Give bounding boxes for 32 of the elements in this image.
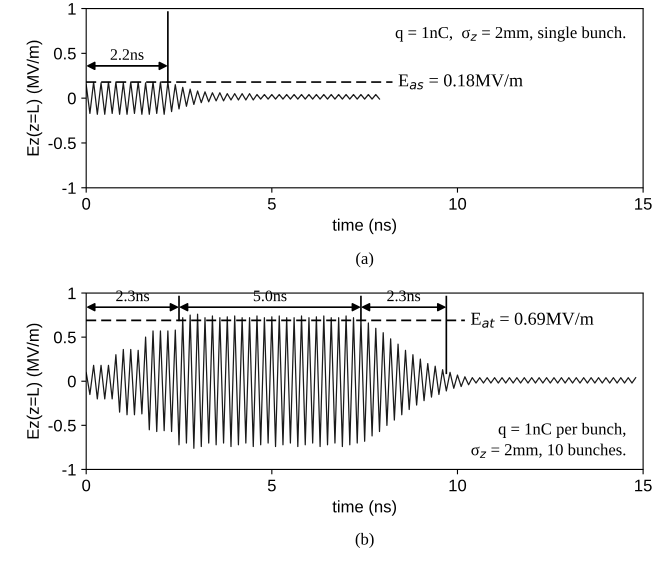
annotation: 2.3ns <box>116 290 150 302</box>
y-tick-label: -1 <box>62 464 76 476</box>
y-tick-label: 0.5 <box>54 332 76 344</box>
y-axis-title: Ez(z=L) (MV/m) <box>26 324 42 438</box>
x-tick-label: 5 <box>268 480 276 492</box>
annotation: 2.2ns <box>110 49 144 60</box>
text: (b) <box>356 532 374 548</box>
y-tick-label: 0 <box>68 376 76 388</box>
y-tick-label: -1 <box>62 182 76 194</box>
annotation: 2.3ns <box>387 290 420 302</box>
annotation: 5.0ns <box>254 290 286 302</box>
x-tick-label: 0 <box>82 480 90 492</box>
x-tick-label: 0 <box>82 198 90 210</box>
y-tick-label: 1 <box>68 3 76 15</box>
x-tick-label: 10 <box>449 480 466 492</box>
x-axis-title: time (ns) <box>332 218 396 234</box>
y-tick-label: -0.5 <box>48 420 76 432</box>
y-tick-label: 1 <box>68 288 76 300</box>
x-tick-label: 15 <box>635 198 652 210</box>
x-tick-label: 15 <box>635 480 652 492</box>
y-axis-title: Ez(z=L) (MV/m) <box>26 40 42 156</box>
y-tick-label: 0.5 <box>54 48 76 60</box>
x-axis-title: time (ns) <box>332 500 396 516</box>
text: (a) <box>356 252 374 268</box>
text: q = 1nC per bunch, σ$_{z}$ = 2mm, 10 bunches. <box>471 422 626 458</box>
ref-line-label: E$_{as}$ = 0.18MV/m <box>398 74 523 90</box>
ref-line-label: E$_{at}$ = 0.69MV/m <box>470 312 594 328</box>
x-tick-label: 10 <box>449 198 466 210</box>
y-tick-label: 0 <box>68 92 76 104</box>
annotation: q = 1nC, σ$_{z}$ = 2mm, single bunch. <box>396 26 626 42</box>
y-tick-label: -0.5 <box>48 137 76 150</box>
x-tick-label: 5 <box>268 198 276 210</box>
